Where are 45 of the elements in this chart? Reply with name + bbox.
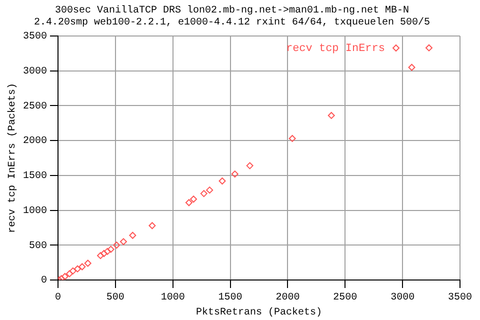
point [200,190,208,198]
y-tick-label: 3000 [22,66,48,78]
point [218,178,226,185]
point [206,186,214,194]
x-tick-label: 0 [54,292,62,304]
y-tick-label: 2500 [22,101,48,112]
point [61,273,68,280]
point [185,199,192,206]
y-tick-label: 1000 [22,206,48,217]
point [408,64,416,71]
point [74,265,82,272]
x-tick-label: 3000 [390,292,415,304]
point [100,250,108,258]
point [78,263,86,270]
x-axis-title: PktsRetrans (Packets) [196,306,322,319]
point [120,238,127,246]
point [288,134,296,142]
point [190,196,198,203]
x-tick-label: 1000 [160,292,185,304]
x-tick-label: 2000 [276,292,300,304]
point [107,246,114,253]
chart-title: 300sec VanillaTCP DRS lon02.mb-ng.net->man01.mb-ng.net MB-N [54,4,410,17]
point [97,252,104,260]
point [425,44,432,52]
x-tick-label: 3500 [448,292,472,304]
x-tick-label: 2500 [333,292,358,304]
point [104,248,111,255]
point [231,170,238,178]
point [328,112,335,119]
point [113,242,120,249]
point [84,260,92,267]
chart-subtitle: 2.4.20smp web100-2.2.1, e1000-4.4.12 rxint 64/64, txqueuelen 500/5 [34,16,430,29]
point [246,162,254,170]
y-tick-label: 2000 [22,136,48,148]
point [66,270,73,278]
x-tick-label: 500 [106,292,124,304]
point [148,222,156,230]
point [129,232,136,239]
x-tick-label: 1500 [218,292,242,304]
point [69,267,76,274]
y-tick-label: 3500 [22,32,48,43]
y-tick-label: 1500 [22,171,48,182]
y-tick-label: 0 [40,276,48,287]
y-tick-label: 500 [28,240,48,252]
y-axis-title: recv tcp InErrs (Packets) [6,82,19,234]
